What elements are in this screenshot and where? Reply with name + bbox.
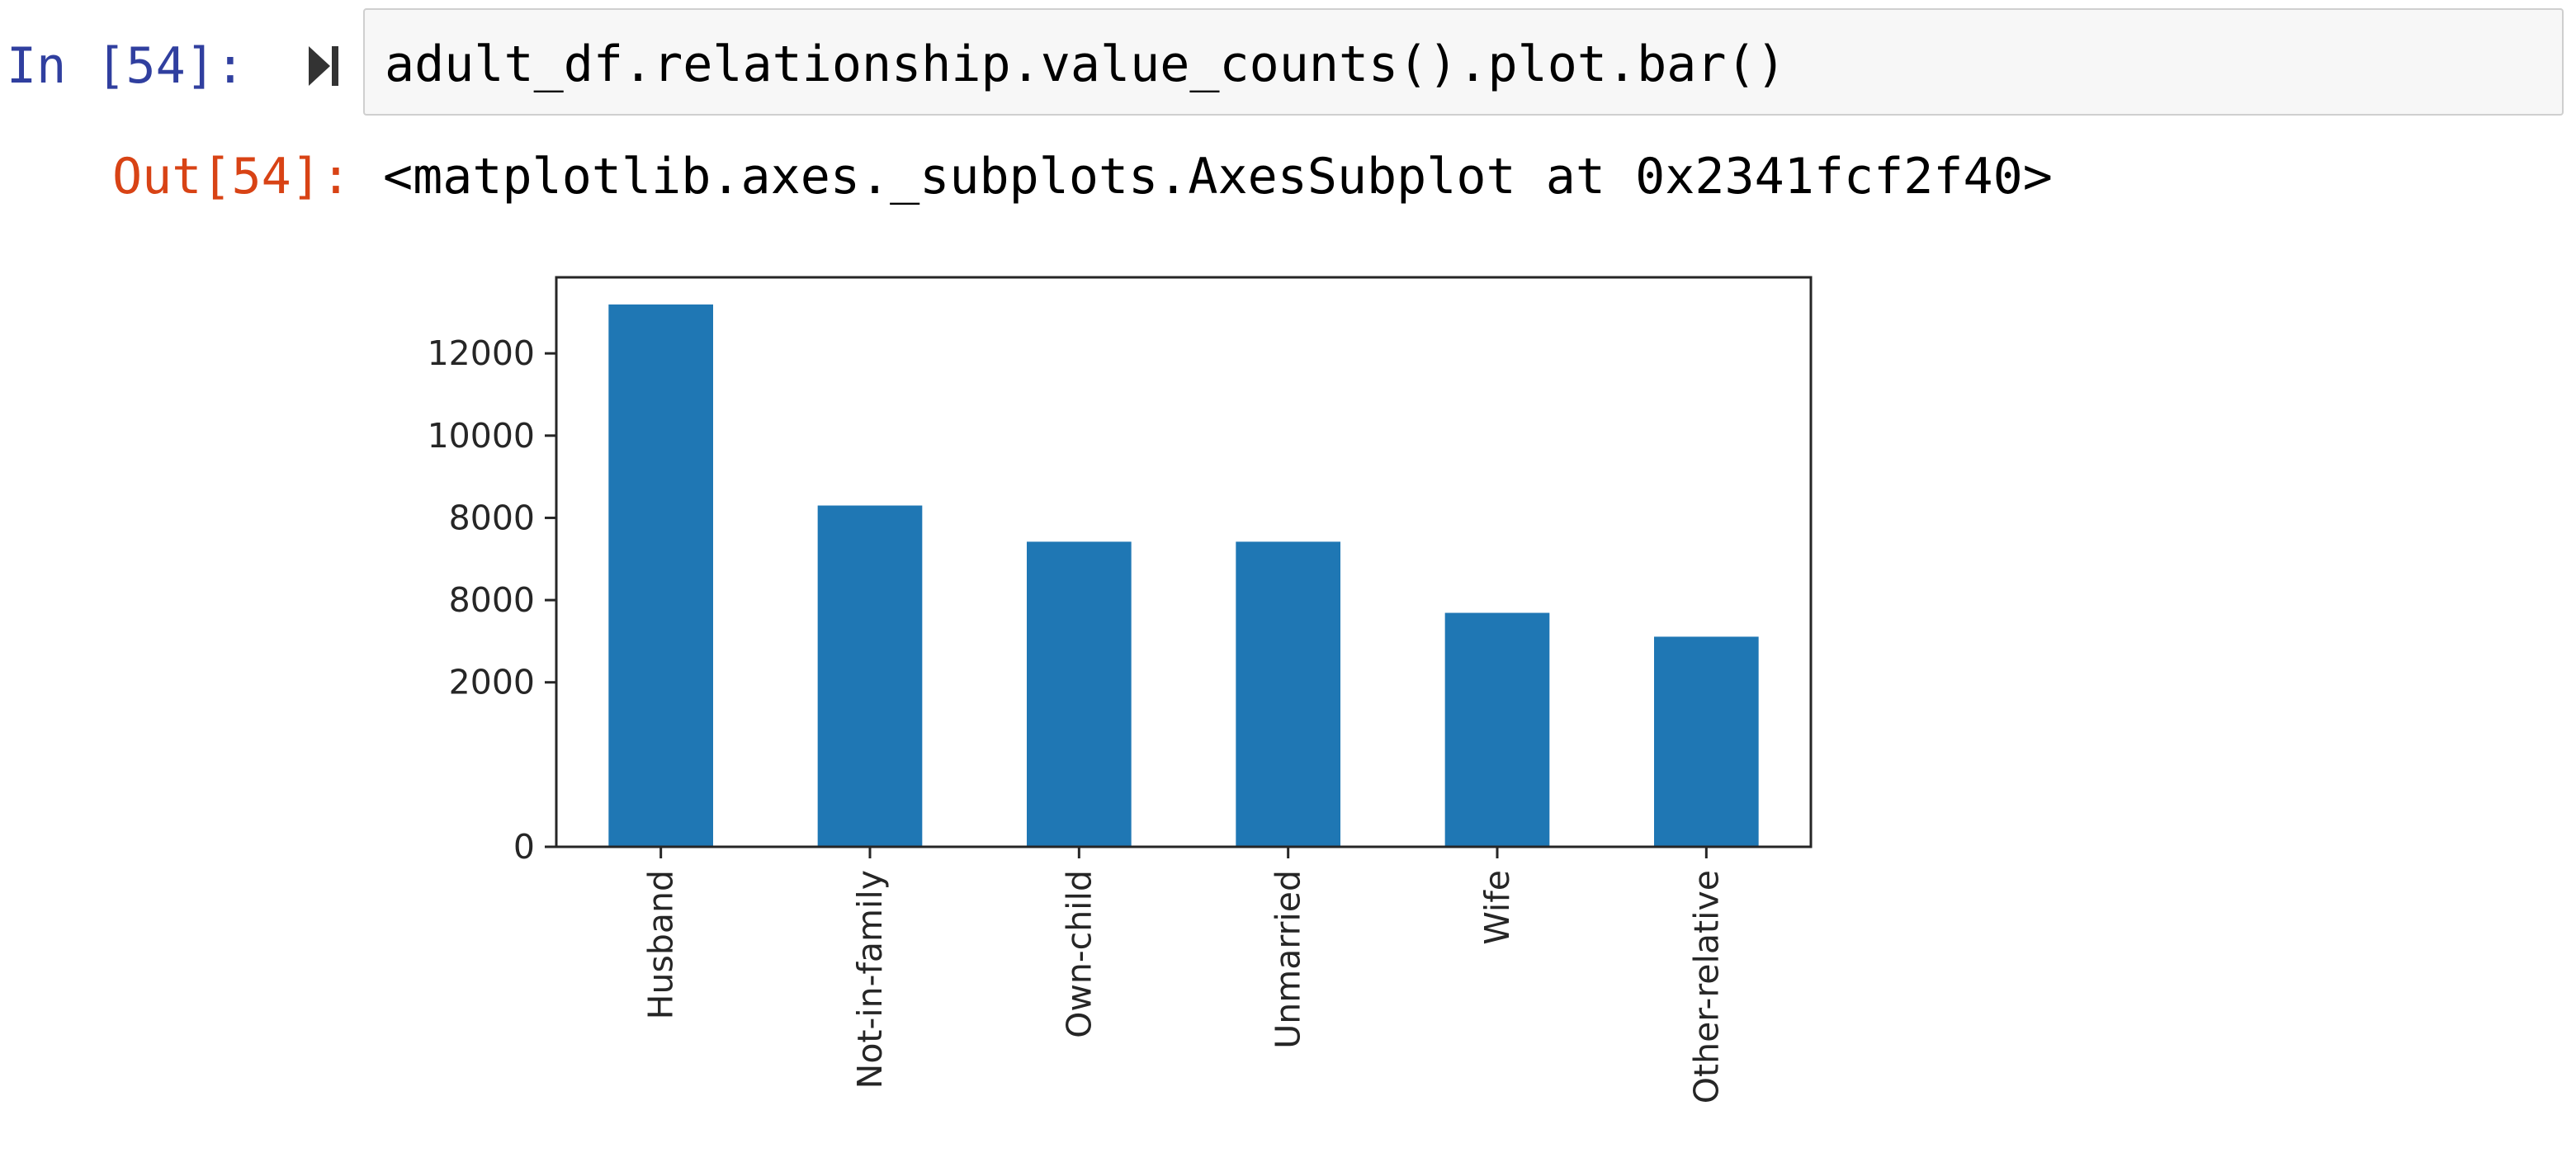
output-prompt: Out[54]: (112, 148, 351, 206)
bar-wife (1444, 612, 1550, 847)
x-tick-label: Unmarried (1269, 870, 1308, 1049)
y-tick-label: 10000 (428, 416, 535, 456)
output-text: <matplotlib.axes._subplots.AxesSubplot a… (383, 148, 2053, 206)
y-tick-label: 8000 (449, 498, 535, 537)
x-tick-label: Other-relative (1686, 870, 1726, 1103)
bar-other-relative (1654, 636, 1759, 847)
bar-unmarried (1236, 541, 1340, 847)
plot-frame (555, 276, 1813, 848)
x-tick-label: Wife (1477, 870, 1517, 945)
x-tick-label: Husband (641, 870, 681, 1019)
code-text[interactable]: adult_df.relationship.value_counts().plo… (385, 35, 1786, 93)
x-tick-label: Own-child (1059, 870, 1099, 1038)
bar-chart-svg: 0 2000 8000 8000 10000 12000 Husband Not-in-fam… (428, 276, 1813, 1103)
bar-not-in-family (817, 505, 923, 847)
code-cell-input[interactable]: adult_df.relationship.value_counts().plo… (363, 8, 2564, 116)
input-prompt: In [54]: (7, 37, 245, 95)
bar-husband (608, 304, 713, 847)
x-tick-label: Not-in-family (850, 870, 890, 1089)
y-tick-label: 2000 (449, 663, 535, 702)
y-tick-label: 12000 (428, 333, 535, 373)
y-tick-label: 0 (513, 827, 535, 867)
y-tick-label: 8000 (449, 580, 535, 620)
bar-own-child (1027, 541, 1132, 847)
bar-chart: 0 2000 8000 8000 10000 12000 Husband Not-in-fam… (363, 248, 1898, 1164)
run-cell-icon[interactable] (307, 43, 340, 89)
